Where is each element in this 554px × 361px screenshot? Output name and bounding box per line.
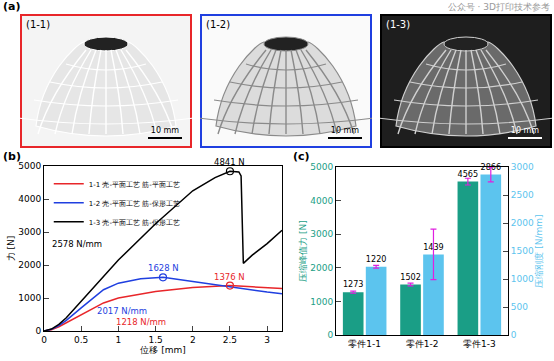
svg-text:4841 N: 4841 N [214, 157, 245, 167]
svg-text:0: 0 [41, 335, 47, 345]
html-text:(a): (a) [3, 0, 21, 13]
svg-text:5000: 5000 [310, 162, 333, 172]
svg-text:1-2 壳-平面工艺 筋-保形工艺: 1-2 壳-平面工艺 筋-保形工艺 [89, 200, 180, 208]
svg-text:1218 N/mm: 1218 N/mm [116, 317, 166, 327]
svg-text:1: 1 [116, 335, 122, 345]
svg-text:2578 N/mm: 2578 N/mm [52, 239, 102, 249]
svg-text:1000: 1000 [310, 297, 333, 307]
svg-text:500: 500 [511, 302, 528, 312]
svg-text:10 mm: 10 mm [151, 126, 180, 135]
svg-text:2017 N/mm: 2017 N/mm [97, 306, 147, 316]
svg-text:3: 3 [264, 335, 270, 345]
svg-text:力 [N]: 力 [N] [6, 236, 16, 262]
svg-text:0: 0 [327, 330, 333, 340]
svg-text:1.5: 1.5 [148, 335, 162, 345]
svg-text:5000: 5000 [18, 161, 41, 171]
svg-text:2.5: 2.5 [223, 335, 237, 345]
svg-text:1628 N: 1628 N [148, 263, 179, 273]
svg-text:零件1-2: 零件1-2 [406, 339, 439, 349]
svg-text:1220: 1220 [366, 254, 387, 264]
svg-text:3000: 3000 [511, 162, 534, 172]
svg-text:2000: 2000 [310, 263, 333, 273]
svg-text:零件1-3: 零件1-3 [463, 339, 496, 349]
svg-text:(1-2): (1-2) [206, 19, 230, 30]
svg-text:2: 2 [190, 335, 196, 345]
svg-text:2000: 2000 [18, 260, 41, 270]
svg-text:2500: 2500 [511, 190, 534, 200]
svg-text:1000: 1000 [18, 293, 41, 303]
html-text:公众号 · 3D打印技术参考: 公众号 · 3D打印技术参考 [447, 2, 550, 12]
svg-text:1439: 1439 [423, 242, 444, 252]
svg-text:1502: 1502 [400, 272, 421, 282]
svg-text:4000: 4000 [18, 194, 41, 204]
svg-text:0: 0 [511, 330, 517, 340]
html-text:(b): (b) [3, 150, 21, 163]
svg-text:3000: 3000 [18, 227, 41, 237]
svg-text:1500: 1500 [511, 246, 534, 256]
svg-text:(1-1): (1-1) [26, 19, 50, 30]
svg-text:(1-3): (1-3) [386, 19, 410, 30]
svg-text:1273: 1273 [343, 279, 364, 289]
svg-text:10 mm: 10 mm [511, 126, 540, 135]
svg-text:1-3 壳-平面工艺 筋-保形工艺: 1-3 壳-平面工艺 筋-保形工艺 [89, 219, 180, 227]
svg-text:3000: 3000 [310, 229, 333, 239]
html-text:(c): (c) [293, 150, 310, 163]
svg-text:1000: 1000 [511, 274, 534, 284]
svg-text:零件1-1: 零件1-1 [348, 339, 381, 349]
svg-text:4000: 4000 [310, 196, 333, 206]
svg-text:10 mm: 10 mm [331, 126, 360, 135]
svg-text:2000: 2000 [511, 218, 534, 228]
svg-text:1-1 壳-平面工艺 筋-平面工艺: 1-1 壳-平面工艺 筋-平面工艺 [89, 181, 180, 189]
svg-text:0: 0 [35, 326, 41, 336]
svg-text:压缩刚度 [N/mm]: 压缩刚度 [N/mm] [534, 214, 544, 287]
svg-text:0.5: 0.5 [74, 335, 88, 345]
svg-text:压缩峰值力 [N]: 压缩峰值力 [N] [298, 220, 308, 282]
svg-text:位移 [mm]: 位移 [mm] [140, 345, 185, 355]
svg-text:4565: 4565 [458, 169, 479, 179]
svg-text:2866: 2866 [480, 162, 501, 172]
svg-text:1376 N: 1376 N [214, 272, 245, 282]
